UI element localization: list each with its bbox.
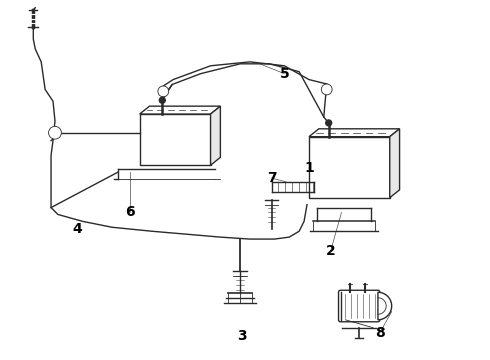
FancyBboxPatch shape [339, 290, 380, 322]
Text: 5: 5 [279, 67, 289, 81]
Text: 7: 7 [267, 171, 276, 185]
Polygon shape [390, 129, 399, 198]
FancyBboxPatch shape [140, 114, 211, 165]
Text: 3: 3 [237, 329, 247, 343]
Polygon shape [309, 129, 399, 137]
FancyBboxPatch shape [309, 137, 390, 198]
Text: 8: 8 [375, 325, 385, 339]
Polygon shape [378, 292, 392, 320]
Circle shape [159, 97, 165, 103]
Circle shape [321, 84, 332, 95]
Polygon shape [140, 106, 220, 114]
Circle shape [158, 86, 169, 97]
Text: 2: 2 [326, 244, 336, 258]
Text: 1: 1 [304, 161, 314, 175]
Text: 6: 6 [125, 204, 135, 219]
Circle shape [326, 120, 332, 126]
Text: 4: 4 [73, 222, 82, 236]
Polygon shape [211, 106, 220, 165]
Circle shape [49, 126, 61, 139]
